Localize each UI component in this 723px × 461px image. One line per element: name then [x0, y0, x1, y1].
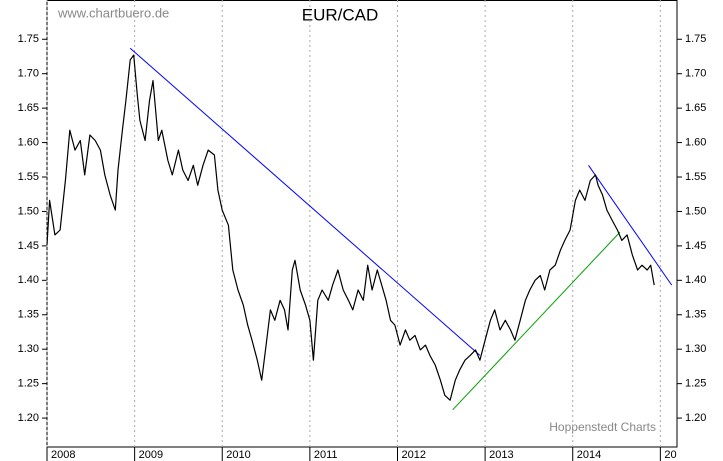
- trendline: [129, 47, 481, 356]
- y2-tick-label: 1.65: [685, 102, 706, 114]
- plot-frame: [46, 0, 678, 448]
- y2-tick-label: 1.55: [685, 171, 706, 183]
- source: Hoppenstedt Charts: [549, 420, 656, 434]
- y2-tick-label: 1.25: [685, 378, 706, 390]
- y2-tick-label: 1.75: [685, 33, 706, 45]
- y2-tick-label: 1.60: [685, 136, 706, 148]
- price-line: [46, 54, 655, 401]
- y2-tick-label: 1.45: [685, 240, 706, 252]
- trendline: [588, 165, 673, 286]
- y-tick-label: 1.65: [18, 102, 39, 114]
- x-tick-label: 2011: [314, 449, 338, 461]
- y2-tick-label: 1.35: [685, 309, 706, 321]
- x-tick-label: 20: [664, 449, 676, 461]
- x-tick-label: 2008: [51, 449, 75, 461]
- y2-tick-label: 1.30: [685, 343, 706, 355]
- y2-tick-label: 1.40: [685, 274, 706, 286]
- y-tick-label: 1.25: [18, 378, 39, 390]
- y-tick-label: 1.60: [18, 136, 39, 148]
- y2-tick-label: 1.20: [685, 412, 706, 424]
- x-tick-label: 2012: [401, 449, 425, 461]
- y-tick-label: 1.55: [18, 171, 39, 183]
- y2-tick-label: 1.50: [685, 205, 706, 217]
- y-tick-label: 1.35: [18, 309, 39, 321]
- trendline: [452, 231, 621, 411]
- y-tick-label: 1.70: [18, 68, 39, 80]
- y-tick-label: 1.50: [18, 205, 39, 217]
- y-tick-label: 1.75: [18, 33, 39, 45]
- chart-title: EUR/CAD: [302, 5, 379, 24]
- x-tick-label: 2009: [139, 449, 163, 461]
- y-tick-label: 1.40: [18, 274, 39, 286]
- y-tick-label: 1.30: [18, 343, 39, 355]
- y2-tick-label: 1.70: [685, 68, 706, 80]
- x-tick-label: 2013: [489, 449, 513, 461]
- watermark: www.chartbuero.de: [57, 5, 169, 20]
- x-tick-label: 2010: [226, 449, 250, 461]
- x-tick-label: 2014: [577, 449, 601, 461]
- y-tick-label: 1.45: [18, 240, 39, 252]
- y-tick-label: 1.20: [18, 412, 39, 424]
